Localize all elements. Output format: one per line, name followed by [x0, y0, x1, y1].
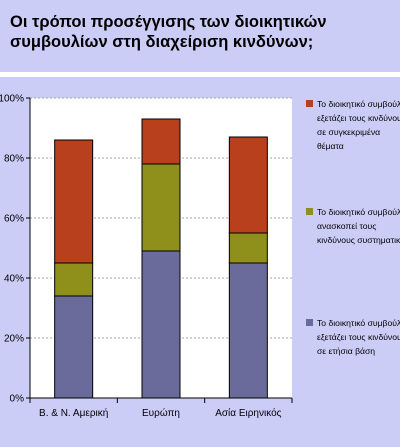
legend-label: Το διοικητικό συμβούλιο: [317, 318, 400, 328]
legend-label: κινδύνους συστηματικά: [317, 235, 400, 245]
legend-swatch: [306, 319, 313, 326]
bar-segment: [141, 163, 181, 252]
legend-label: θέματα: [317, 141, 344, 151]
legend-label: εξετάζει τους κινδύνους: [317, 332, 400, 342]
x-tick-label: Ασία Ειρηνικός: [215, 407, 281, 419]
legend-label: Το διοικητικό συμβούλιο: [317, 207, 400, 217]
y-tick-label: 80%: [4, 154, 24, 165]
legend-label: Το διοικητικό συμβούλιο: [317, 99, 400, 109]
bar-segment: [228, 262, 268, 399]
x-tick-label: Ευρώπη: [142, 407, 180, 419]
bar-segment: [228, 232, 268, 264]
bar-segment: [54, 262, 94, 297]
stacked-bar-chart: 0% 20% 40% 60% 80% 100% Β. & Ν. Αμερική Ευρώπη Α…: [0, 94, 400, 420]
legend-swatch: [306, 100, 313, 107]
chart-area: 0% 20% 40% 60% 80% 100% Β. & Ν. Αμερική Ευρώπη Α…: [0, 77, 400, 447]
y-tick-label: 0%: [10, 394, 25, 405]
title-divider: [0, 72, 400, 77]
chart-title: Οι τρόποι προσέγγισης των διοικητικών συ…: [10, 13, 327, 51]
bar-segment: [54, 139, 94, 264]
legend-swatch: [306, 208, 313, 215]
x-tick-label: Β. & Ν. Αμερική: [39, 407, 108, 419]
y-tick-label: 100%: [0, 94, 24, 105]
legend-label: ανασκοπεί τους: [317, 221, 376, 231]
legend-label: σε συγκεκριμένα: [317, 127, 380, 137]
y-tick-label: 20%: [4, 334, 24, 345]
chart-title-bar: Οι τρόποι προσέγγισης των διοικητικών συ…: [0, 0, 400, 72]
bar-segment: [228, 136, 268, 234]
legend-label: σε ετήσια βάση: [317, 346, 375, 356]
bar-segment: [54, 295, 94, 399]
bar-segment: [141, 250, 181, 399]
y-tick-label: 60%: [4, 214, 24, 225]
bar-segment: [141, 118, 181, 165]
y-tick-label: 40%: [4, 274, 24, 285]
legend-label: εξετάζει τους κινδύνους: [317, 113, 400, 123]
